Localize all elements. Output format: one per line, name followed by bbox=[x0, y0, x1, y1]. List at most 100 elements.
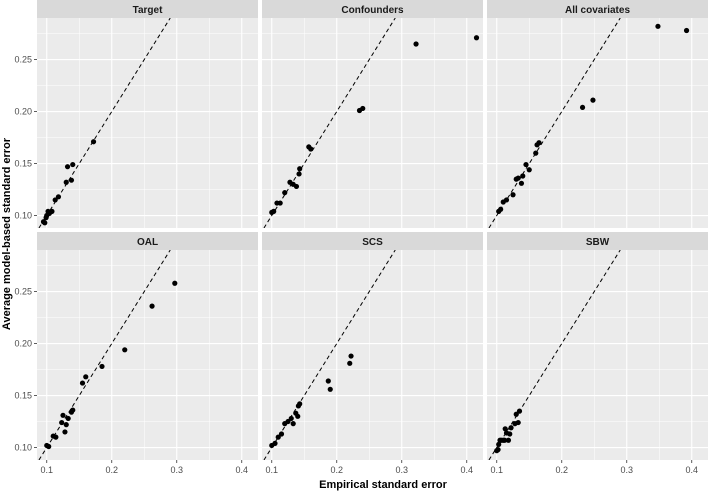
panel-background bbox=[37, 250, 258, 460]
x-tick-label: 0.3 bbox=[170, 465, 183, 475]
facet-strip bbox=[262, 0, 483, 18]
x-tick-label: 0.4 bbox=[235, 465, 248, 475]
data-point bbox=[122, 347, 128, 353]
data-point bbox=[515, 175, 521, 181]
reference-line bbox=[38, 250, 171, 460]
data-point bbox=[64, 164, 71, 170]
data-point bbox=[579, 104, 586, 111]
reference-line bbox=[488, 250, 621, 460]
data-point bbox=[347, 360, 353, 366]
data-point bbox=[63, 179, 69, 185]
facet-scs: SCS 0.1 0.2 0.3 0.4 bbox=[262, 232, 483, 475]
x-axis-title: Empirical standard error bbox=[319, 479, 447, 491]
y-axis-title: Average model-based standard error bbox=[1, 137, 13, 330]
facet-title: SBW bbox=[586, 237, 610, 248]
data-point bbox=[360, 105, 366, 112]
data-point bbox=[149, 303, 155, 309]
data-point bbox=[290, 421, 296, 427]
reference-line bbox=[263, 18, 396, 228]
x-tick-label: 0.1 bbox=[40, 465, 53, 475]
facet-all-covariates: All covariates bbox=[487, 0, 708, 228]
data-point bbox=[502, 426, 508, 432]
panel-background bbox=[487, 18, 708, 228]
data-point bbox=[55, 194, 62, 200]
data-point bbox=[507, 431, 513, 437]
data-point bbox=[288, 415, 294, 422]
data-point bbox=[79, 380, 86, 386]
data-point bbox=[53, 434, 59, 440]
facet-oal: OAL 0.1 0.2 0.3 0.4 0.10 0.15 0.20 0.25 bbox=[14, 232, 258, 475]
data-point bbox=[516, 408, 523, 414]
data-point bbox=[63, 422, 69, 428]
facet-title: Target bbox=[133, 5, 163, 16]
data-point bbox=[297, 401, 303, 407]
data-point bbox=[271, 208, 277, 214]
data-point bbox=[520, 173, 526, 179]
y-tick-label: 0.25 bbox=[14, 287, 32, 297]
y-tick-label: 0.20 bbox=[14, 339, 32, 349]
x-tick-label: 0.4 bbox=[460, 465, 473, 475]
x-tick-label: 0.2 bbox=[105, 465, 118, 475]
facet-title: All covariates bbox=[565, 5, 630, 16]
data-point bbox=[518, 180, 525, 186]
data-point bbox=[59, 419, 65, 426]
data-point bbox=[293, 183, 300, 190]
y-tick-label: 0.10 bbox=[14, 443, 32, 453]
data-point bbox=[308, 146, 314, 152]
data-point bbox=[172, 280, 178, 286]
data-point bbox=[62, 429, 68, 435]
x-tick-label: 0.1 bbox=[490, 465, 503, 475]
facet-panels: Target 0.10 0.15 0.20 0.25 Confounders All cov… bbox=[14, 0, 708, 475]
x-tick-label: 0.1 bbox=[265, 465, 278, 475]
facet-strip bbox=[487, 0, 708, 18]
data-point bbox=[590, 97, 596, 103]
data-point bbox=[295, 413, 301, 419]
facet-title: SCS bbox=[362, 237, 383, 248]
x-tick-label: 0.4 bbox=[685, 465, 698, 475]
panel-background bbox=[262, 250, 483, 460]
data-point bbox=[526, 167, 532, 173]
facet-strip bbox=[487, 232, 708, 250]
data-point bbox=[90, 139, 97, 145]
panel-background bbox=[262, 18, 483, 228]
facet-strip bbox=[37, 0, 258, 18]
reference-line bbox=[263, 250, 396, 460]
data-point bbox=[501, 437, 508, 443]
data-point bbox=[297, 166, 303, 172]
data-point bbox=[513, 411, 519, 417]
data-point bbox=[325, 378, 331, 384]
y-tick-label: 0.20 bbox=[14, 107, 32, 117]
data-point bbox=[413, 41, 419, 47]
data-point bbox=[83, 374, 89, 380]
facet-strip bbox=[37, 232, 258, 250]
data-point bbox=[68, 177, 75, 183]
data-point bbox=[282, 190, 288, 196]
y-tick-label: 0.25 bbox=[14, 55, 32, 65]
data-point bbox=[49, 208, 55, 214]
facet-sbw: SBW 0.1 0.2 0.3 0.4 bbox=[487, 232, 708, 475]
data-point bbox=[508, 425, 514, 431]
data-point bbox=[683, 27, 690, 34]
data-point bbox=[523, 161, 529, 168]
x-tick-label: 0.2 bbox=[555, 465, 568, 475]
facet-strip bbox=[262, 232, 483, 250]
data-point bbox=[655, 23, 661, 29]
data-point bbox=[277, 200, 283, 206]
x-tick-label: 0.3 bbox=[395, 465, 408, 475]
data-point bbox=[533, 150, 539, 156]
y-tick-label: 0.15 bbox=[14, 391, 32, 401]
panel-background bbox=[37, 18, 258, 228]
facet-title: OAL bbox=[137, 237, 158, 248]
facet-confounders: Confounders bbox=[262, 0, 483, 228]
data-point bbox=[515, 419, 521, 426]
data-point bbox=[503, 197, 510, 203]
data-point bbox=[70, 407, 76, 413]
data-point bbox=[505, 437, 512, 443]
data-point bbox=[65, 415, 71, 422]
data-point bbox=[510, 192, 516, 198]
data-point bbox=[99, 363, 105, 370]
data-point bbox=[52, 197, 58, 203]
y-tick-label: 0.10 bbox=[14, 211, 32, 221]
data-point bbox=[70, 161, 76, 168]
